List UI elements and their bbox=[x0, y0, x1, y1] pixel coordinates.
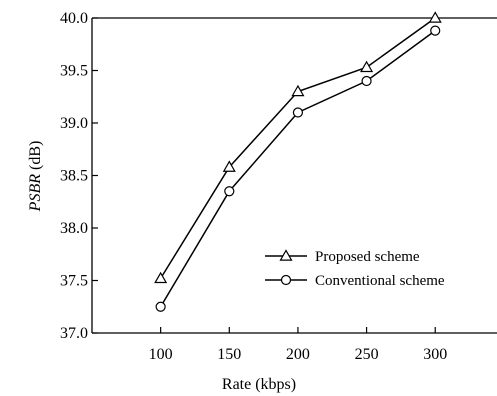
y-tick-label: 39.0 bbox=[60, 115, 88, 132]
triangle-marker bbox=[428, 11, 442, 23]
circle-marker bbox=[280, 274, 292, 286]
y-tick-label: 37.5 bbox=[60, 273, 88, 290]
y-tick-label: 38.0 bbox=[60, 220, 88, 237]
x-ticks: 100 150 200 250 300 bbox=[149, 327, 447, 363]
legend-label: Conventional scheme bbox=[315, 273, 445, 289]
triangle-marker bbox=[291, 84, 305, 97]
circle-marker bbox=[292, 107, 304, 118]
y-axis-label-italic: PSBR bbox=[27, 174, 44, 213]
y-ticks: 37.0 37.5 38.0 38.5 39.0 39.5 40.0 bbox=[60, 10, 98, 342]
x-tick-label: 100 bbox=[149, 346, 173, 363]
triangle-marker bbox=[154, 271, 168, 284]
circle-marker bbox=[361, 75, 372, 87]
y-tick-label: 39.5 bbox=[60, 63, 88, 80]
series-line bbox=[159, 29, 436, 308]
x-tick-label: 150 bbox=[217, 346, 241, 363]
y-axis-label-unit: (dB) bbox=[27, 141, 44, 174]
legend-item-conventional-scheme: Conventional scheme bbox=[265, 273, 445, 289]
series-line bbox=[160, 17, 436, 279]
triangle-marker bbox=[360, 60, 374, 73]
x-tick-label: 300 bbox=[423, 346, 447, 363]
circle-marker bbox=[224, 186, 235, 197]
y-axis-label: PSBR (dB) bbox=[27, 141, 44, 213]
y-tick-label: 37.0 bbox=[60, 325, 88, 342]
series-conventional-scheme bbox=[155, 25, 441, 312]
legend: Proposed scheme Conventional scheme bbox=[265, 249, 445, 289]
series-layer bbox=[154, 11, 442, 312]
y-tick-label: 40.0 bbox=[60, 10, 88, 27]
circle-marker bbox=[155, 301, 166, 312]
triangle-marker bbox=[279, 249, 293, 261]
series-proposed-scheme bbox=[154, 11, 442, 284]
y-tick-label: 38.5 bbox=[60, 168, 88, 185]
legend-label: Proposed scheme bbox=[315, 249, 420, 265]
circle-marker bbox=[430, 25, 441, 36]
x-axis-label: Rate (kbps) bbox=[222, 376, 296, 393]
x-tick-label: 250 bbox=[355, 346, 379, 363]
legend-item-proposed-scheme: Proposed scheme bbox=[265, 249, 420, 265]
x-tick-label: 200 bbox=[286, 346, 310, 363]
triangle-marker bbox=[222, 160, 236, 172]
